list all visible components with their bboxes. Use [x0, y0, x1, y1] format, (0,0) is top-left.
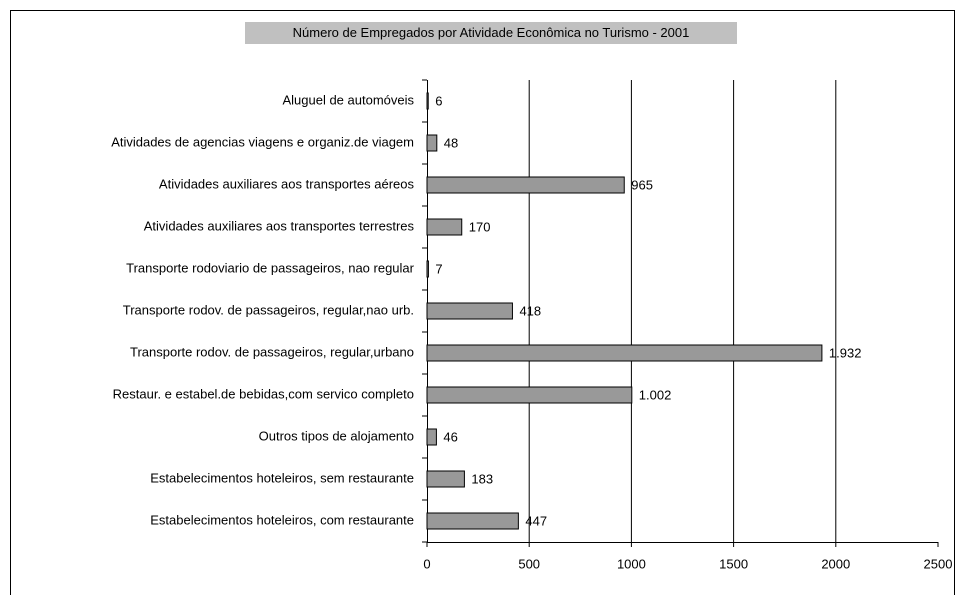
value-label: 48 [444, 135, 458, 150]
x-tick-label: 2000 [821, 556, 850, 571]
x-tick-label: 500 [518, 556, 540, 571]
value-label: 6 [435, 93, 442, 108]
y-tick-label: Estabelecimentos hoteleiros, sem restaur… [150, 470, 414, 485]
bar [426, 344, 823, 362]
y-tick-label: Transporte rodoviario de passageiros, na… [126, 260, 415, 275]
x-tick-label: 1000 [617, 556, 646, 571]
value-label: 447 [525, 513, 547, 528]
x-tick-label: 0 [423, 556, 430, 571]
value-label: 7 [435, 261, 442, 276]
value-label: 183 [471, 471, 493, 486]
x-tick-label: 2500 [924, 556, 953, 571]
value-label: 965 [631, 177, 653, 192]
y-tick-label: Restaur. e estabel.de bebidas,com servic… [113, 386, 414, 401]
bar [426, 134, 438, 152]
y-tick-label: Transporte rodov. de passageiros, regula… [130, 344, 414, 359]
bar [426, 470, 465, 488]
bar [426, 512, 519, 530]
bar [426, 92, 429, 110]
chart-title: Número de Empregados por Atividade Econô… [293, 25, 690, 40]
y-tick-label: Atividades auxiliares aos transportes te… [144, 218, 415, 233]
bar [426, 176, 625, 194]
y-tick-label: Transporte rodov. de passageiros, regula… [123, 302, 414, 317]
y-tick-label: Outros tipos de alojamento [259, 428, 414, 443]
bar [426, 260, 429, 278]
y-tick-label: Estabelecimentos hoteleiros, com restaur… [150, 512, 414, 527]
value-label: 1.932 [829, 345, 862, 360]
bar [426, 302, 513, 320]
bar [426, 386, 633, 404]
bar [426, 218, 463, 236]
value-label: 418 [519, 303, 541, 318]
y-tick-label: Aluguel de automóveis [282, 92, 414, 107]
bar [426, 428, 437, 446]
y-tick-label: Atividades auxiliares aos transportes aé… [159, 176, 415, 191]
y-tick-label: Atividades de agencias viagens e organiz… [111, 134, 414, 149]
title-box [245, 22, 737, 44]
value-label: 46 [443, 429, 457, 444]
value-label: 170 [469, 219, 491, 234]
value-label: 1.002 [639, 387, 672, 402]
x-tick-label: 1500 [719, 556, 748, 571]
